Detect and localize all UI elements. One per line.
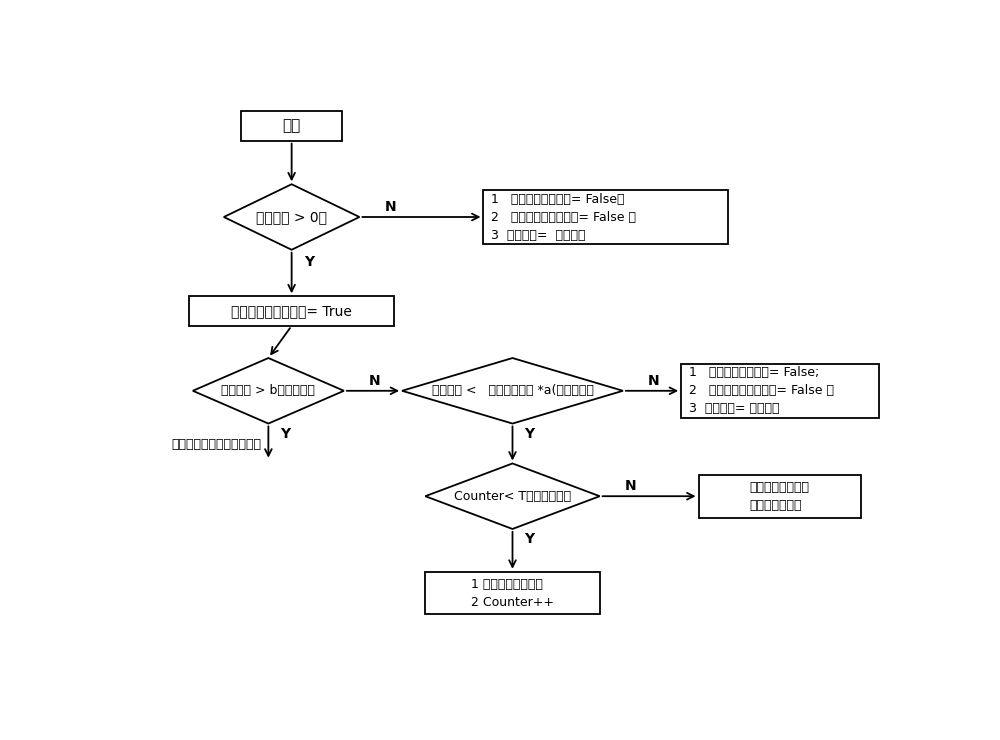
- Text: 打滑错误 > b（可标定）: 打滑错误 > b（可标定）: [221, 384, 315, 397]
- Text: 打滑扭矩 <   其它模块扭矩 *a(可标定）？: 打滑扭矩 < 其它模块扭矩 *a(可标定）？: [432, 384, 593, 397]
- Text: 变速箱禁止换挡标志= True: 变速箱禁止换挡标志= True: [231, 304, 352, 318]
- FancyBboxPatch shape: [425, 572, 600, 614]
- FancyBboxPatch shape: [681, 364, 879, 418]
- Polygon shape: [425, 463, 600, 529]
- FancyBboxPatch shape: [483, 190, 728, 244]
- Text: Y: Y: [524, 532, 535, 546]
- FancyBboxPatch shape: [698, 475, 861, 517]
- Text: 打滑扭矩慢速增长
至其它模块扭矩: 打滑扭矩慢速增长 至其它模块扭矩: [750, 481, 810, 511]
- Text: N: N: [648, 374, 660, 388]
- Text: N: N: [369, 374, 381, 388]
- Text: 快速降扭模块计算打滑扭矩: 快速降扭模块计算打滑扭矩: [172, 438, 262, 451]
- Text: Y: Y: [280, 427, 290, 441]
- Text: 1   打滑扭矩激活标志= False；
2   变速箱禁止换挡标志= False ；
3  打滑扭矩=  无效值；: 1 打滑扭矩激活标志= False； 2 变速箱禁止换挡标志= False ； …: [491, 192, 636, 241]
- Polygon shape: [402, 358, 623, 423]
- Text: Y: Y: [524, 427, 535, 441]
- FancyBboxPatch shape: [241, 111, 342, 141]
- Text: Y: Y: [304, 255, 314, 269]
- Text: 1 打滑扭矩微调保持
2 Counter++: 1 打滑扭矩微调保持 2 Counter++: [471, 578, 554, 608]
- Text: 打滑错误 > 0？: 打滑错误 > 0？: [256, 210, 327, 224]
- Polygon shape: [224, 184, 359, 250]
- Polygon shape: [193, 358, 344, 423]
- FancyBboxPatch shape: [189, 296, 394, 326]
- Text: 1   打滑扭矩激活标志= False;
2   变速箱禁止换挡标志= False ；
3  打滑扭矩= 最大扭矩: 1 打滑扭矩激活标志= False; 2 变速箱禁止换挡标志= False ； …: [689, 366, 834, 415]
- Text: 开始: 开始: [283, 118, 301, 133]
- Text: Counter< T（可标定）？: Counter< T（可标定）？: [454, 490, 571, 502]
- Text: N: N: [385, 200, 396, 214]
- Text: N: N: [625, 479, 637, 493]
